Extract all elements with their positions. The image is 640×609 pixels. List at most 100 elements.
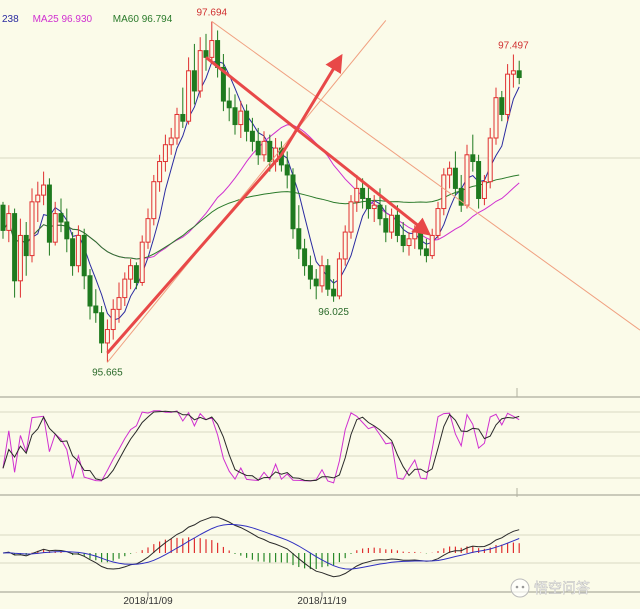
candle-body xyxy=(313,278,319,287)
legend-entry: MA60 96.794 xyxy=(113,14,173,25)
oscillator-panel xyxy=(2,410,520,484)
candle-body xyxy=(162,144,168,163)
candle-body xyxy=(447,167,453,176)
candle-body xyxy=(75,234,81,267)
candle-body xyxy=(0,204,6,231)
candle-body xyxy=(6,213,12,231)
candle-body xyxy=(93,305,99,314)
candle-body xyxy=(87,275,93,307)
candle-body xyxy=(12,213,18,282)
candle-body xyxy=(476,161,482,199)
candle-body xyxy=(215,40,221,68)
candle-body xyxy=(29,201,35,257)
candle-body xyxy=(261,140,267,156)
candle-body xyxy=(191,70,197,92)
candle-body xyxy=(499,97,505,115)
candle-body xyxy=(35,194,41,203)
candle-body xyxy=(441,174,447,210)
candle-body xyxy=(23,234,29,257)
trend-arrow xyxy=(106,153,283,355)
candle-body xyxy=(360,187,366,199)
price-annotation: 96.025 xyxy=(318,307,349,318)
candle-body xyxy=(226,100,232,109)
candle-body xyxy=(70,238,76,267)
candle-body xyxy=(17,234,23,282)
candle-body xyxy=(290,174,296,230)
candle-body xyxy=(371,204,377,210)
candle-body xyxy=(296,228,302,250)
candle-body xyxy=(505,73,511,115)
channel-line xyxy=(211,21,640,331)
x-axis: 2018/11/09 2018/11/19 xyxy=(123,592,347,607)
candle-body xyxy=(110,308,116,331)
candle-body xyxy=(52,213,58,243)
candle-body xyxy=(267,140,273,163)
legend-entry: 238 xyxy=(2,14,19,25)
candle-body xyxy=(481,181,487,199)
candle-body xyxy=(423,248,429,257)
chat-bubble-icon xyxy=(510,578,530,598)
candle-body xyxy=(487,137,493,183)
x-tick-label: 2018/11/09 xyxy=(123,596,173,607)
candle-body xyxy=(302,248,308,267)
candle-body xyxy=(365,197,371,210)
price-annotation: 97.694 xyxy=(197,7,228,18)
candle-body xyxy=(354,187,360,203)
candle-body xyxy=(41,184,47,196)
candle-body xyxy=(116,297,122,310)
candle-body xyxy=(336,258,342,297)
chart-background xyxy=(0,157,640,593)
candle-body xyxy=(383,218,389,233)
candle-body xyxy=(203,50,209,58)
candle-body xyxy=(394,214,400,236)
candle-body xyxy=(174,113,180,139)
candle-body xyxy=(104,329,110,344)
watermark: 悟空问答 xyxy=(510,578,590,598)
macd-dif-line xyxy=(2,516,520,578)
candle-body xyxy=(510,70,516,75)
candle-body xyxy=(249,130,255,142)
candle-body xyxy=(435,208,441,236)
candle-body xyxy=(133,265,139,283)
candle-body xyxy=(64,221,70,240)
candle-body xyxy=(180,113,186,122)
macd-dea-line xyxy=(2,523,520,570)
candle-body xyxy=(46,184,52,243)
candle-body xyxy=(58,213,64,223)
candle-body xyxy=(429,234,435,257)
chat-bubble-eye xyxy=(515,585,519,589)
candle-body xyxy=(238,110,244,126)
candle-body xyxy=(284,164,290,176)
candle-body xyxy=(244,110,250,132)
candle-body xyxy=(197,50,203,92)
candle-body xyxy=(412,231,418,240)
oscillator-d-line xyxy=(2,410,520,482)
candle-body xyxy=(81,234,87,277)
channel-line xyxy=(107,20,387,363)
candle-body xyxy=(348,201,354,233)
trend-arrow xyxy=(280,53,343,156)
candle-body xyxy=(186,70,192,122)
candle-body xyxy=(128,265,134,280)
candle-body xyxy=(232,107,238,126)
candle-body xyxy=(307,265,313,280)
candle-body xyxy=(255,140,261,156)
watermark-text: 悟空问答 xyxy=(534,580,590,597)
candle-body xyxy=(151,181,157,220)
macd-panel xyxy=(2,516,520,578)
candle-body xyxy=(325,265,331,290)
candle-body xyxy=(458,187,464,206)
candle-body xyxy=(470,154,476,163)
candle-body xyxy=(145,218,151,243)
legend-entry: MA25 96.930 xyxy=(33,14,93,25)
candle-body xyxy=(389,214,395,233)
candle-body xyxy=(99,312,105,344)
chat-bubble-eye xyxy=(521,585,525,589)
main-price-panel: 97.694 95.665 96.025 97.497 xyxy=(0,7,640,378)
trend-arrow xyxy=(205,56,432,236)
legend: 238 MA25 96.930 MA60 96.794 xyxy=(2,14,173,25)
candle-body xyxy=(139,241,145,283)
candle-body xyxy=(464,154,470,206)
